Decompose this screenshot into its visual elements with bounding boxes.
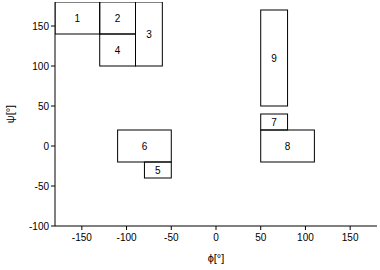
x-tick — [350, 226, 351, 230]
x-tick — [81, 226, 82, 230]
region-label: 2 — [115, 13, 121, 24]
y-tick — [51, 226, 55, 227]
y-tick — [51, 26, 55, 27]
region-labels: 1 2 3 4 5 6 7 8 9 — [75, 13, 291, 176]
y-tick-label: -100 — [29, 221, 49, 232]
region — [100, 2, 136, 34]
x-tick — [305, 226, 306, 230]
region — [144, 162, 171, 178]
y-tick — [51, 106, 55, 107]
y-tick — [51, 186, 55, 187]
y-axis — [55, 2, 56, 226]
region-label: 4 — [115, 45, 121, 56]
region — [136, 2, 163, 66]
regions — [55, 2, 314, 178]
y-tick — [51, 146, 55, 147]
region-label: 1 — [75, 13, 81, 24]
y-tick-label: 50 — [38, 101, 50, 112]
y-tick-label: 100 — [32, 61, 49, 72]
x-tick-label: 100 — [297, 232, 314, 243]
region — [261, 114, 288, 130]
x-tick-label: -150 — [72, 232, 92, 243]
x-tick-label: -100 — [117, 232, 137, 243]
x-tick — [171, 226, 172, 230]
x-tick-label: 150 — [342, 232, 359, 243]
x-tick — [126, 226, 127, 230]
region-label: 6 — [142, 141, 148, 152]
y-tick-label: 150 — [32, 21, 49, 32]
region-label: 5 — [155, 165, 161, 176]
y-tick — [51, 66, 55, 67]
y-axis-label: ψ[°] — [4, 105, 16, 123]
region-label: 8 — [285, 141, 291, 152]
region — [118, 130, 172, 162]
x-tick — [216, 226, 217, 230]
region-label: 3 — [146, 29, 152, 40]
region — [261, 130, 315, 162]
y-tick-label: -50 — [35, 181, 50, 192]
chart: 1 2 3 4 5 6 7 8 9 -150 -100 -50 0 50 100 150 -100 -50 0 50 1… — [0, 0, 380, 270]
region — [261, 10, 288, 106]
y-tick-label: 0 — [43, 141, 49, 152]
region — [55, 2, 100, 34]
region-label: 7 — [271, 117, 277, 128]
region-label: 9 — [271, 53, 277, 64]
x-tick-label: 0 — [213, 232, 219, 243]
chart-container: 1 2 3 4 5 6 7 8 9 -150 -100 -50 0 50 100 150 -100 -50 0 50 1… — [0, 0, 380, 270]
x-tick-label: 50 — [255, 232, 267, 243]
x-tick-label: -50 — [164, 232, 179, 243]
x-tick — [260, 226, 261, 230]
region — [100, 34, 136, 66]
x-axis-label: ϕ[°] — [208, 252, 225, 264]
